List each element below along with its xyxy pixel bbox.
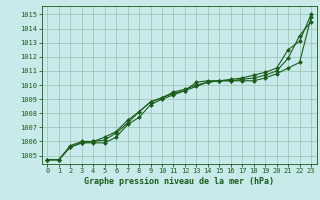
X-axis label: Graphe pression niveau de la mer (hPa): Graphe pression niveau de la mer (hPa) <box>84 177 274 186</box>
